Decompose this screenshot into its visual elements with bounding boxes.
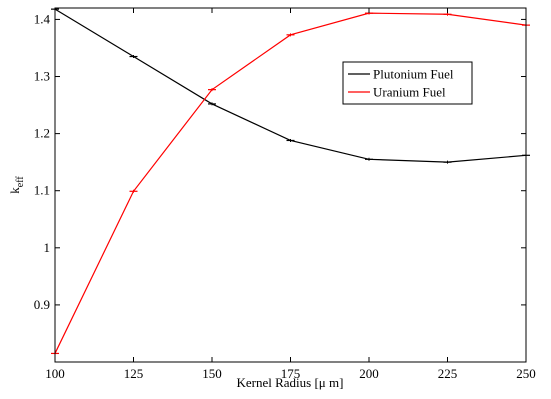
series-layer: [51, 8, 530, 355]
x-tick-label: 250: [516, 366, 536, 381]
legend-label: Uranium Fuel: [373, 85, 446, 100]
plot-frame: [55, 8, 526, 362]
x-tick-label: 150: [202, 366, 222, 381]
x-tick-label: 225: [438, 366, 458, 381]
legend: Plutonium Fuel Uranium Fuel: [343, 62, 472, 104]
y-axis-label-subscript: eff: [15, 176, 26, 188]
x-axis-label: Kernel Radius [μ m]: [237, 375, 344, 390]
y-tick-label: 1.3: [34, 69, 50, 84]
x-tick-label: 125: [124, 366, 144, 381]
y-tick-label: 1.1: [34, 183, 50, 198]
y-tick-label: 1.4: [34, 11, 51, 26]
x-tick-label: 100: [45, 366, 65, 381]
y-axis-label: keff: [7, 176, 26, 194]
y-tick-label: 1.2: [34, 126, 50, 141]
x-tick-label: 200: [359, 366, 379, 381]
legend-label: Plutonium Fuel: [373, 67, 454, 82]
y-tick-label: 1: [44, 240, 51, 255]
y-tick-label: 0.9: [34, 297, 50, 312]
